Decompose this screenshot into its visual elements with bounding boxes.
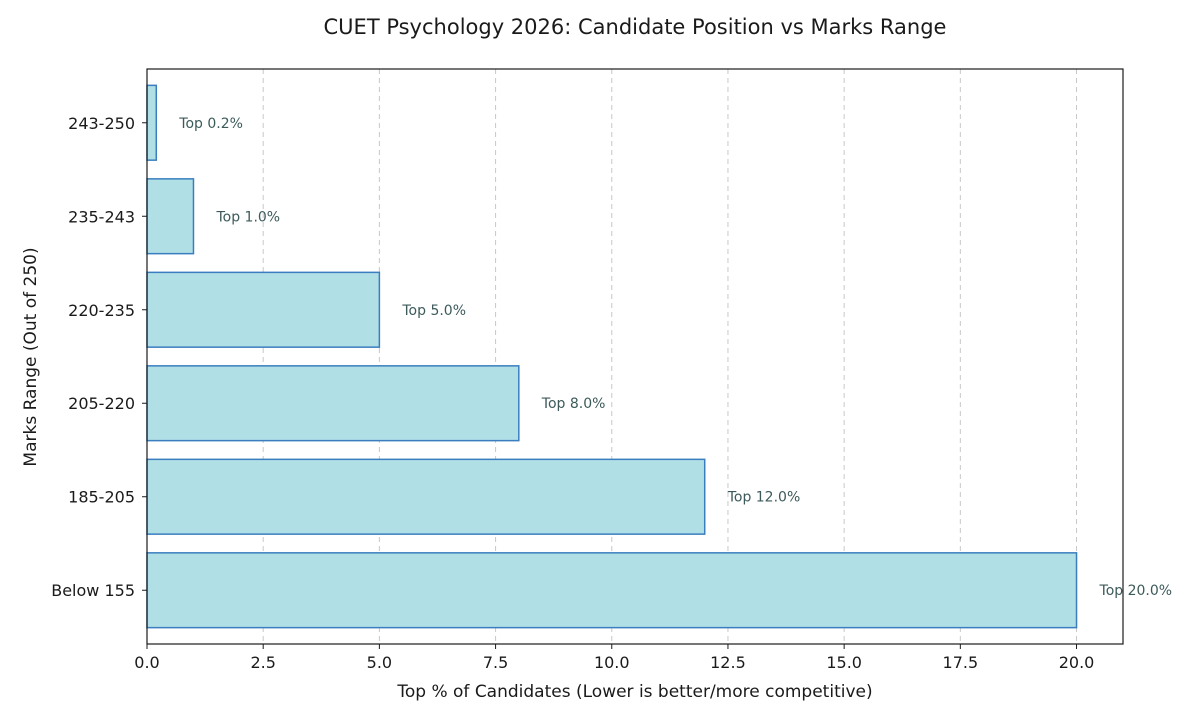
x-tick-label: 0.0 [134,653,159,672]
y-tick-label: 220-235 [68,301,135,320]
data-label: Top 1.0% [215,209,280,225]
bar [146,365,520,442]
x-tick-label: 10.0 [594,653,630,672]
data-label: Top 12.0% [727,490,801,506]
chart-title: CUET Psychology 2026: Candidate Position… [324,15,947,39]
x-tick-label: 7.5 [483,653,508,672]
data-labels: Top 20.0% Top 12.0% Top 8.0% Top 5.0% Top 1.… [178,116,1172,599]
bar [146,178,195,255]
x-tick-label: 12.5 [710,653,746,672]
data-label: Top 0.2% [178,116,243,132]
bar [146,271,381,348]
y-axis-label: Marks Range (Out of 250) [21,247,41,466]
y-tick-label: 235-243 [68,207,135,226]
x-tick-label: 5.0 [367,653,392,672]
y-tick-labels: Below 155 185-205 205-220 220-235 235-243 243… [51,114,147,600]
y-tick-label: 205-220 [68,394,135,413]
plot-frame [146,68,1124,645]
bar [146,552,1078,629]
data-label: Top 8.0% [541,396,606,412]
data-label: Top 20.0% [1099,583,1173,599]
bar [146,84,158,161]
data-label: Top 5.0% [401,303,466,319]
bars [146,84,1078,629]
y-tick-label: 185-205 [68,488,135,507]
x-tick-labels: 0.0 2.5 5.0 7.5 10.0 12.5 15.0 17.5 20.0 [134,644,1094,672]
x-tick-label: 2.5 [250,653,275,672]
y-tick-label: Below 155 [51,581,135,600]
bar [146,458,706,535]
x-axis-label: Top % of Candidates (Lower is better/mor… [396,682,872,702]
x-tick-label: 20.0 [1059,653,1095,672]
y-tick-label: 243-250 [68,114,135,133]
x-tick-label: 17.5 [943,653,979,672]
x-tick-label: 15.0 [826,653,862,672]
